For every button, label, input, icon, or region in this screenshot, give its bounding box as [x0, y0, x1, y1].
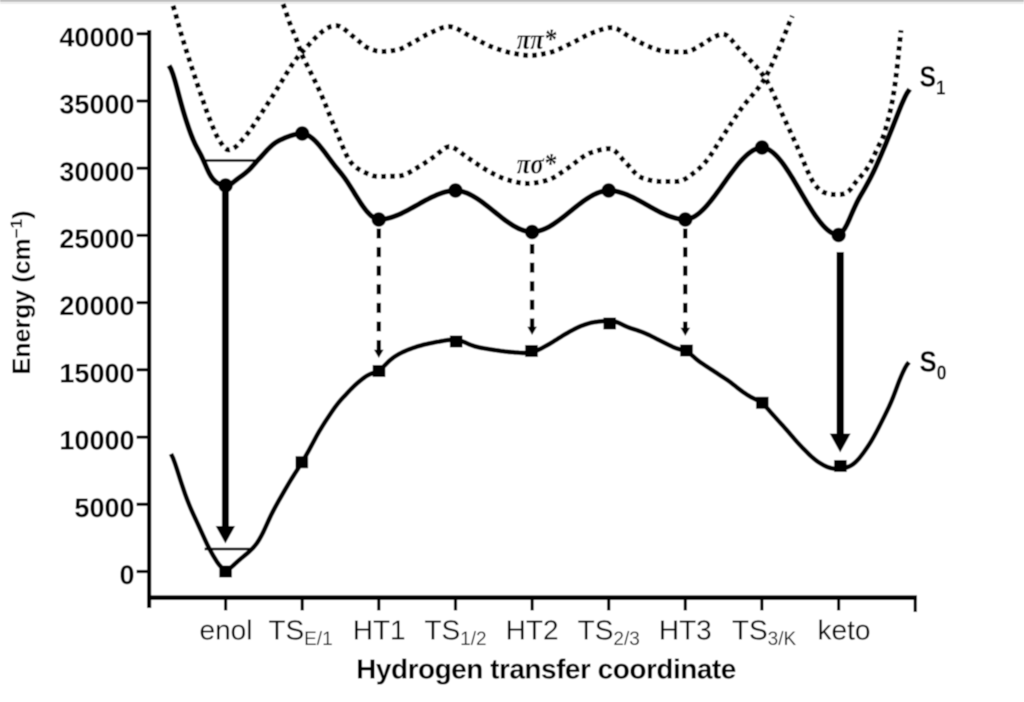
svg-text:40000: 40000	[59, 22, 134, 52]
svg-text:TS3/K: TS3/K	[732, 614, 797, 650]
svg-text:TS1/2: TS1/2	[424, 614, 486, 650]
svg-text:πσ*: πσ*	[517, 148, 557, 180]
svg-text:30000: 30000	[59, 157, 134, 187]
svg-text:HT2: HT2	[506, 614, 559, 645]
svg-text:35000: 35000	[59, 90, 134, 120]
svg-text:HT3: HT3	[659, 614, 712, 645]
svg-text:15000: 15000	[59, 358, 134, 388]
svg-text:10000: 10000	[59, 426, 134, 456]
svg-text:HT1: HT1	[353, 614, 406, 645]
svg-text:enol: enol	[200, 614, 253, 645]
svg-text:25000: 25000	[59, 224, 134, 254]
svg-text:0: 0	[119, 560, 134, 590]
svg-text:keto: keto	[818, 614, 871, 645]
svg-text:ππ*: ππ*	[517, 24, 557, 56]
svg-text:Hydrogen transfer coordinate: Hydrogen transfer coordinate	[356, 654, 736, 685]
svg-text:5000: 5000	[74, 493, 134, 523]
svg-text:20000: 20000	[59, 291, 134, 321]
